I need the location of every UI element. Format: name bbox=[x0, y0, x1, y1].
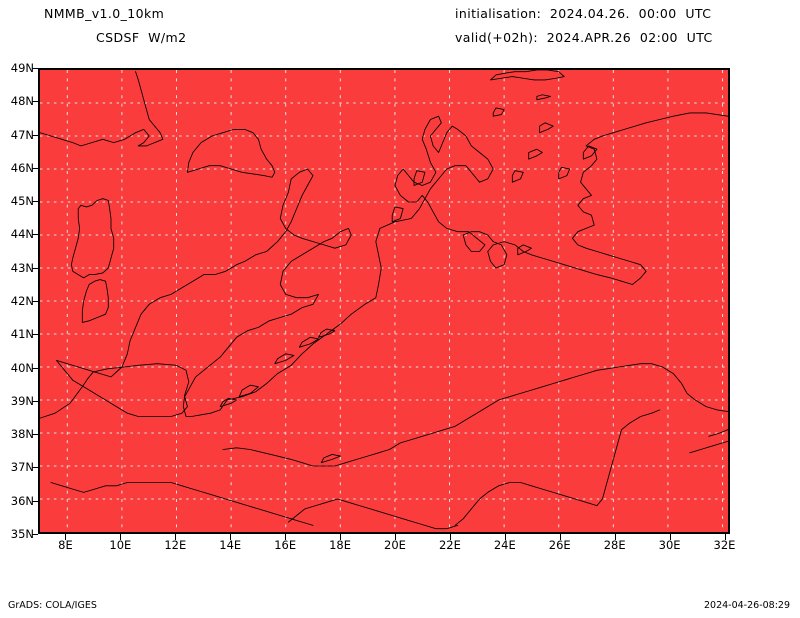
x-axis-tick-label: 22E bbox=[438, 538, 461, 552]
map-canvas bbox=[40, 70, 728, 532]
crimea-path bbox=[690, 430, 728, 453]
y-axis-tick-mark bbox=[32, 301, 38, 302]
x-axis-tick-label: 32E bbox=[713, 538, 736, 552]
y-axis-tick-label: 43N bbox=[10, 260, 34, 275]
italy-peninsula-path bbox=[56, 169, 351, 417]
y-axis-tick-mark bbox=[32, 500, 38, 502]
x-axis-tick-label: 30E bbox=[658, 538, 681, 552]
x-axis-tick-label: 28E bbox=[603, 538, 626, 552]
corsica-path bbox=[82, 280, 108, 323]
y-axis-tick-label: 42N bbox=[10, 294, 34, 308]
y-axis-tick-mark bbox=[32, 134, 38, 136]
balaton-path bbox=[321, 454, 340, 462]
y-axis-tick-label: 46N bbox=[10, 160, 34, 175]
y-axis-tick-label: 41N bbox=[10, 327, 34, 342]
generation-timestamp: 2024-04-26-08:29 bbox=[703, 600, 790, 611]
y-axis-tick-mark bbox=[32, 267, 38, 269]
x-axis-tick-mark bbox=[394, 534, 396, 540]
x-axis-tick-mark bbox=[120, 534, 122, 540]
x-axis-tick-mark bbox=[724, 534, 726, 540]
y-axis-tick-mark bbox=[32, 167, 38, 169]
aegean-islands-path bbox=[392, 95, 597, 255]
x-axis-tick-mark bbox=[65, 534, 67, 540]
y-axis-tick-mark bbox=[32, 400, 38, 402]
x-axis-tick-label: 24E bbox=[493, 538, 516, 552]
x-axis-tick-mark bbox=[230, 534, 232, 540]
grads-attribution: GrADS: COLA/IGES bbox=[8, 600, 97, 611]
y-axis-tick-mark bbox=[32, 68, 38, 69]
x-axis-tick-mark bbox=[669, 534, 671, 540]
x-axis-tick-mark bbox=[340, 534, 342, 540]
y-axis-tick-label: 47N bbox=[10, 127, 34, 142]
x-axis-tick-label: 12E bbox=[164, 538, 187, 552]
sicily-path bbox=[187, 129, 274, 177]
x-axis-tick-mark bbox=[504, 534, 506, 540]
x-axis-tick-mark bbox=[449, 534, 451, 540]
gridlines bbox=[40, 70, 728, 532]
coastline-layer bbox=[40, 70, 728, 529]
coastline-path bbox=[40, 113, 728, 418]
x-axis-tick-label: 10E bbox=[109, 538, 132, 552]
y-axis-tick-mark bbox=[32, 534, 38, 535]
y-axis-tick-label: 45N bbox=[10, 194, 34, 209]
alps-border-path bbox=[51, 483, 313, 526]
x-axis-tick-label: 8E bbox=[58, 538, 73, 552]
y-axis-tick-label: 40N bbox=[10, 360, 34, 375]
x-axis-tick-mark bbox=[614, 534, 616, 540]
y-axis-tick-mark bbox=[32, 234, 38, 236]
map-plot-area bbox=[38, 68, 730, 534]
x-axis-tick-mark bbox=[559, 534, 561, 540]
x-axis-tick-label: 16E bbox=[274, 538, 297, 552]
x-axis-tick-label: 14E bbox=[219, 538, 242, 552]
x-axis-tick-label: 20E bbox=[384, 538, 406, 552]
y-axis-tick-label: 35N bbox=[10, 527, 34, 541]
y-axis-tick-mark bbox=[32, 101, 38, 103]
y-axis-tick-mark bbox=[32, 467, 38, 469]
x-axis-tick-label: 18E bbox=[329, 538, 352, 552]
balkan-inland-path bbox=[223, 365, 630, 466]
hungary-border-path bbox=[288, 499, 457, 529]
y-axis-tick-label: 37N bbox=[10, 460, 34, 475]
sardinia-path bbox=[71, 199, 113, 278]
initialisation-label: initialisation: 2024.04.26. 00:00 UTC bbox=[455, 6, 712, 21]
y-axis-tick-label: 39N bbox=[10, 393, 34, 408]
valid-time-label: valid(+02h): 2024.APR.26 02:00 UTC bbox=[455, 30, 713, 45]
variable-title: CSDSF W/m2 bbox=[96, 30, 187, 45]
y-axis-tick-label: 38N bbox=[10, 427, 34, 442]
dalmatian-islands-path bbox=[220, 329, 335, 407]
y-axis-tick-label: 44N bbox=[10, 227, 34, 242]
y-axis-tick-label: 36N bbox=[10, 493, 34, 508]
north-africa-path bbox=[40, 72, 163, 146]
y-axis-tick-mark bbox=[32, 334, 38, 336]
carpathian-border-path bbox=[455, 410, 660, 526]
x-axis-tick-mark bbox=[285, 534, 287, 540]
y-axis-tick-mark bbox=[32, 201, 38, 203]
model-title: NMMB_v1.0_10km bbox=[44, 6, 165, 21]
y-axis-tick-mark bbox=[32, 434, 38, 436]
y-axis-tick-label: 48N bbox=[10, 94, 34, 109]
crete-path bbox=[490, 70, 564, 80]
x-axis-tick-label: 26E bbox=[548, 538, 571, 552]
y-axis-tick-mark bbox=[32, 367, 38, 369]
y-axis-tick-label: 49N bbox=[10, 61, 34, 75]
x-axis-tick-mark bbox=[175, 534, 177, 540]
black-sea-coast-path bbox=[630, 364, 728, 412]
